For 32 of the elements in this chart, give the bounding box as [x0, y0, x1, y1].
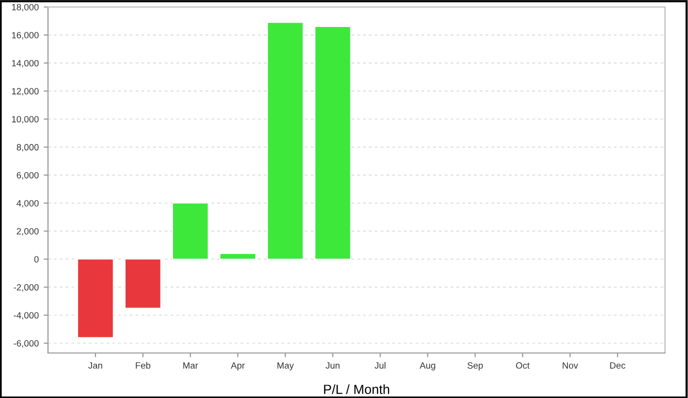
- y-tick-label: -2,000: [14, 284, 39, 292]
- y-tick-label: 0: [34, 256, 39, 263]
- x-axis-title: P/L / Month: [324, 384, 390, 394]
- y-tick-label: 4,000: [16, 200, 39, 208]
- x-tick-label: Dec: [610, 362, 626, 369]
- y-tick-label: 12,000: [12, 88, 39, 96]
- x-tick-label: May: [278, 362, 294, 370]
- y-tick-label: 8,000: [16, 144, 39, 152]
- bar: [220, 253, 256, 260]
- x-tick-label: Apr: [230, 362, 245, 370]
- y-tick-label: 18,000: [12, 4, 39, 12]
- x-tick-label: Jul: [374, 362, 386, 369]
- bar: [124, 258, 162, 309]
- bar: [172, 202, 209, 260]
- x-tick-label: Oct: [516, 362, 530, 369]
- x-tick-label: Jun: [326, 362, 340, 369]
- y-tick-label: -4,000: [14, 312, 39, 320]
- y-tick-label: 14,000: [12, 60, 39, 68]
- x-tick-label: Nov: [562, 362, 578, 369]
- y-tick-label: -6,000: [14, 340, 39, 348]
- bar: [77, 258, 114, 338]
- x-tick-label: Mar: [183, 362, 198, 369]
- y-tick-label: 2,000: [16, 228, 39, 236]
- x-tick-label: Jan: [88, 362, 102, 369]
- x-tick-label: Sep: [468, 362, 483, 370]
- y-tick-label: 10,000: [12, 116, 39, 124]
- y-tick-label: 6,000: [16, 172, 39, 180]
- x-tick-label: Feb: [136, 362, 150, 369]
- bar: [314, 26, 351, 260]
- y-tick-label: 16,000: [12, 32, 39, 40]
- bar: [267, 22, 304, 260]
- x-tick-label: Aug: [420, 362, 436, 370]
